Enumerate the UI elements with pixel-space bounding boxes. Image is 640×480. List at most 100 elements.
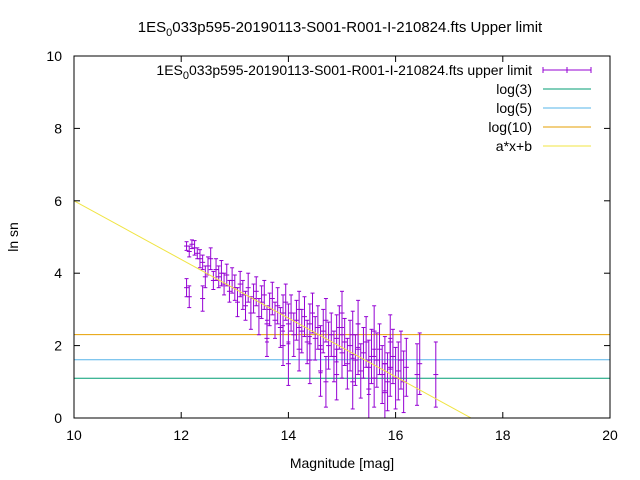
y-tick-label: 2 (54, 338, 62, 354)
y-axis-label: ln sn (5, 222, 21, 252)
data-point (328, 312, 334, 357)
y-tick-label: 8 (54, 120, 62, 136)
legend-item: a*x+b (496, 138, 591, 154)
y-tick-label: 10 (46, 48, 62, 64)
data-point (323, 355, 329, 408)
data-point (403, 337, 409, 397)
data-point (245, 272, 251, 303)
axes-frame (73, 55, 611, 419)
x-tick-label: 16 (388, 427, 404, 443)
data-point (256, 298, 262, 336)
data-point (296, 327, 302, 372)
data-point (342, 317, 348, 367)
data-point (414, 343, 420, 406)
data-point (267, 292, 273, 327)
data-point (213, 258, 219, 281)
data-point (200, 285, 206, 312)
legend-label: 1ES0033p595-20190113-S001-R001-I-210824.… (156, 62, 532, 82)
data-point (197, 249, 203, 269)
legend-item: 1ES0033p595-20190113-S001-R001-I-210824.… (156, 62, 592, 82)
data-point (234, 287, 240, 318)
data-point (331, 330, 337, 383)
data-point (299, 308, 305, 354)
data-point (226, 279, 232, 303)
plot-clipped-group (74, 200, 610, 418)
chart-title-pre: 1ES (138, 19, 166, 36)
data-point (379, 345, 385, 405)
legend-label-sub: 0 (183, 70, 189, 82)
data-point (205, 256, 211, 276)
data-point (243, 290, 249, 321)
data-point (293, 299, 299, 341)
data-point (344, 337, 350, 390)
data-point (192, 240, 198, 256)
y-tick-label: 6 (54, 193, 62, 209)
data-point (208, 247, 214, 271)
data-point (360, 327, 366, 379)
data-point (184, 278, 190, 298)
data-point (229, 267, 235, 294)
data-point (387, 314, 393, 370)
data-point (186, 245, 192, 258)
data-point (355, 299, 361, 348)
legend-label: log(10) (488, 119, 532, 135)
data-point (374, 332, 380, 388)
legend-label-pre: 1ES (156, 62, 182, 78)
x-tick-label: 14 (281, 427, 297, 443)
data-point (318, 345, 324, 397)
x-tick-label: 12 (173, 427, 189, 443)
data-point (382, 363, 388, 418)
x-tick-label: 18 (495, 427, 511, 443)
data-point (371, 348, 377, 408)
data-point (395, 341, 401, 401)
legend-item: log(5) (496, 100, 591, 116)
data-point (291, 312, 297, 357)
chart-title-sub: 0 (166, 27, 172, 39)
data-point (200, 254, 206, 271)
x-axis-label: Magnitude [mag] (290, 455, 394, 471)
legend: 1ES0033p595-20190113-S001-R001-I-210824.… (156, 62, 592, 154)
data-point (221, 272, 227, 296)
legend-item: log(3) (496, 81, 591, 97)
data-point (186, 285, 192, 309)
data-point (417, 332, 423, 395)
data-point (390, 328, 396, 385)
data-point (275, 287, 281, 325)
data-point (272, 301, 278, 339)
data-point (323, 298, 329, 343)
data-point (216, 265, 222, 289)
data-point (312, 316, 318, 361)
data-point (315, 305, 321, 350)
axes: 10 12 14 16 18 20 0 2 4 6 8 10 (46, 48, 618, 443)
chart-title: 1ES0033p595-20190113-S001-R001-I-210824.… (138, 19, 543, 39)
data-point (280, 325, 286, 367)
data-point (283, 283, 289, 321)
chart-title-post: 033p595-20190113-S001-R001-I-210824.fts … (172, 19, 543, 36)
legend-label: log(5) (496, 100, 532, 116)
data-point (310, 292, 316, 334)
data-point (326, 321, 332, 370)
data-point (385, 352, 391, 412)
fit-line (74, 200, 473, 418)
data-point (433, 341, 439, 408)
data-point (352, 334, 358, 386)
y-tick-label: 4 (54, 265, 62, 281)
y-tick-label: 0 (54, 410, 62, 426)
data-point (285, 341, 291, 386)
legend-label: log(3) (496, 81, 532, 97)
data-point (358, 343, 364, 399)
data-point (189, 239, 195, 250)
data-point (339, 290, 345, 336)
data-point (347, 319, 353, 372)
data-point (320, 308, 326, 354)
data-point (240, 279, 246, 310)
x-tick-label: 20 (602, 427, 618, 443)
legend-label-post: 033p595-20190113-S001-R001-I-210824.fts … (189, 62, 532, 78)
plot-area (74, 200, 610, 418)
legend-item: log(10) (488, 119, 591, 135)
data-point (350, 354, 356, 410)
data-point (264, 319, 270, 357)
data-point (301, 296, 307, 338)
data-point (377, 323, 383, 376)
